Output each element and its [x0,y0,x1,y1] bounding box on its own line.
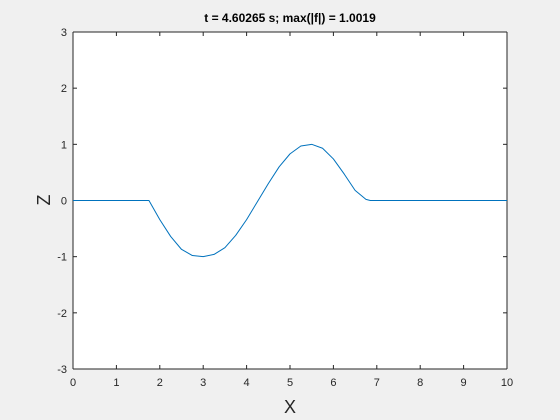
y-tick-label: 1 [61,139,67,151]
x-tick-label: 4 [244,377,250,389]
x-axis-label: X [284,397,296,417]
y-axis-label: Z [34,195,54,206]
x-tick-label: 3 [200,377,206,389]
x-tick-label: 7 [374,377,380,389]
y-tick-label: 3 [61,27,67,39]
x-tick-label: 0 [70,377,76,389]
chart-title: t = 4.60265 s; max(|f|) = 1.0019 [204,11,376,25]
x-tick-label: 8 [417,377,423,389]
y-tick-label: 0 [61,196,67,208]
ticks [72,31,508,370]
tick-labels: 0 1 2 3 4 5 6 7 8 9 10 -3 -2 -1 0 1 2 3 [57,27,513,389]
x-tick-label: 5 [287,377,293,389]
series-line [73,143,507,258]
x-tick-label: 1 [113,377,119,389]
y-tick-label: 2 [61,83,67,95]
x-tick-label: 2 [157,377,163,389]
x-tick-label: 9 [461,377,467,389]
y-tick-label: -1 [57,252,67,264]
x-tick-label: 6 [330,377,336,389]
series-group [73,143,507,258]
y-tick-label: -3 [57,364,67,376]
y-tick-label: -2 [57,308,67,320]
x-tick-label: 10 [501,377,513,389]
